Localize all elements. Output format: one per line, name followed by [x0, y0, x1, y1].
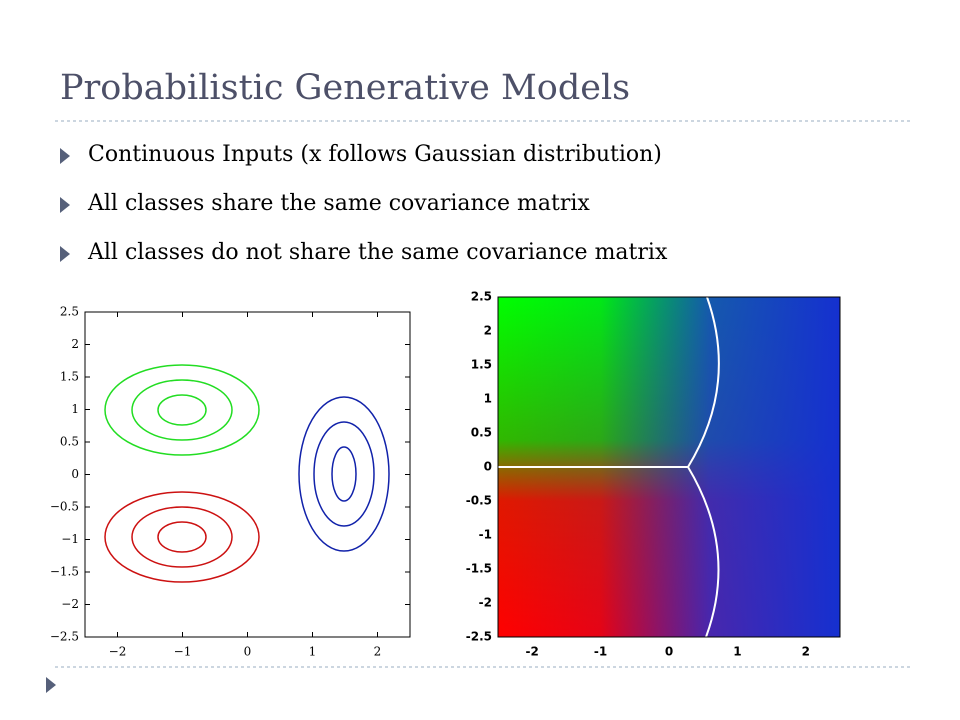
contour [298, 396, 390, 552]
y-tick-label: 0 [484, 460, 492, 474]
contour [104, 491, 260, 583]
x-tick-label: 2 [802, 645, 810, 659]
contour [157, 521, 207, 553]
slide-title: Probabilistic Generative Models [60, 68, 631, 108]
y-tick-label: 1 [484, 392, 492, 406]
contours [104, 364, 390, 583]
contour [104, 364, 260, 456]
y-tick-label: 2 [484, 324, 492, 338]
y-tick-label: -2 [479, 596, 492, 610]
y-tick-label: 1.5 [471, 358, 492, 372]
bullet-text: All classes share the same covariance ma… [88, 191, 590, 216]
x-tick-label: -1 [594, 645, 607, 659]
y-tick-label: -1 [479, 528, 492, 542]
x-tick-label: 0 [244, 645, 252, 659]
y-tick-label: -1.5 [466, 562, 492, 576]
y-tick-label: 0 [71, 467, 79, 481]
bullet-text: Continuous Inputs (x follows Gaussian di… [88, 142, 662, 167]
y-tick-label: −1 [61, 532, 79, 546]
y-tick-label: 1.5 [60, 370, 79, 384]
y-tick-label: −0.5 [50, 500, 79, 514]
decision-boundary [498, 296, 720, 638]
bullet-icon [60, 246, 70, 262]
x-tick-label: −2 [109, 645, 127, 659]
x-tick-label: 1 [733, 645, 741, 659]
x-tick-label: 2 [374, 645, 382, 659]
y-tick-label: -2.5 [466, 630, 492, 644]
y-tick-label: 2.5 [60, 305, 79, 319]
contour [313, 421, 375, 527]
y-tick-label: 0.5 [471, 426, 492, 440]
contour [131, 379, 233, 441]
y-tick-label: -0.5 [466, 494, 492, 508]
plot-frame [84, 311, 411, 638]
contour [131, 506, 233, 568]
contour [331, 446, 357, 502]
x-tick-label: 0 [665, 645, 673, 659]
nav-icon [46, 677, 56, 693]
y-tick-label: 2.5 [471, 290, 492, 304]
bullet-icon [60, 197, 70, 213]
y-tick-label: −1.5 [50, 565, 79, 579]
x-tick-label: 1 [309, 645, 317, 659]
x-tick-label: −1 [174, 645, 192, 659]
x-tick-label: -2 [526, 645, 539, 659]
y-tick-label: −2.5 [50, 630, 79, 644]
plot-frame [497, 296, 841, 638]
y-tick-label: −2 [61, 597, 79, 611]
bullet-icon [60, 148, 70, 164]
y-tick-label: 2 [71, 337, 79, 351]
y-tick-label: 1 [71, 402, 79, 416]
y-tick-label: 0.5 [60, 435, 79, 449]
contour [157, 394, 207, 426]
bullet-text: All classes do not share the same covari… [88, 240, 668, 265]
